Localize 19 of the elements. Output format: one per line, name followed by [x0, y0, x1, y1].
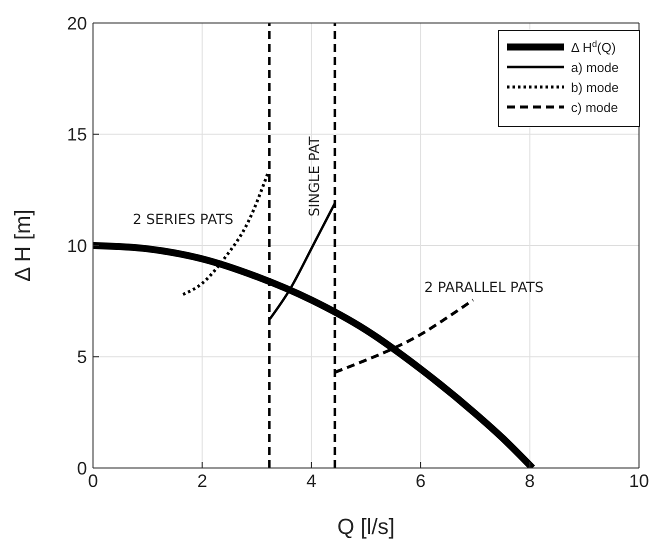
- x-tick-label: 8: [524, 470, 535, 491]
- annotation: 2 SERIES PATS: [132, 212, 234, 228]
- y-tick-label: 20: [66, 13, 87, 34]
- y-tick-label: 10: [66, 236, 87, 256]
- legend-label: b) mode: [571, 80, 619, 95]
- x-axis-title: Q [l/s]: [337, 514, 395, 539]
- y-tick-label: 15: [66, 124, 87, 145]
- legend-label: Δ H$^{d}$(Q): [571, 39, 616, 55]
- legend-label: c) mode: [571, 100, 618, 115]
- x-tick-label: 10: [628, 470, 650, 491]
- annotation: 2 PARALLEL PATS: [424, 280, 544, 296]
- y-axis-title: Δ H [m]: [10, 209, 35, 282]
- legend-label: a) mode: [571, 60, 619, 75]
- x-tick-label: 2: [197, 470, 208, 491]
- x-tick-label: 4: [306, 470, 316, 491]
- annotation: SINGLE PAT: [307, 136, 324, 217]
- x-tick-label: 6: [416, 470, 426, 491]
- y-tick-label: 5: [76, 347, 87, 368]
- y-tick-label: 0: [76, 458, 87, 478]
